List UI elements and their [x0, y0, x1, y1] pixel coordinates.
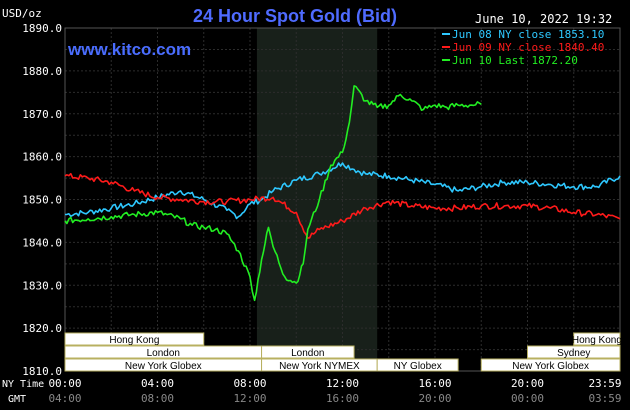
- legend-entry: Jun 08 NY close 1853.10: [452, 28, 604, 41]
- y-tick-label: 1810.0: [22, 365, 62, 378]
- series-line: [64, 172, 621, 239]
- session-label: London: [147, 348, 180, 359]
- x-tick-label-ny: 16:00: [418, 377, 451, 390]
- session-label: Sydney: [557, 348, 590, 359]
- x-tick-label-gmt: 20:00: [418, 392, 451, 405]
- x-tick-label-ny: 20:00: [511, 377, 544, 390]
- legend-entry: Jun 10 Last 1872.20: [452, 54, 578, 67]
- x-axis-label-gmt: GMT: [8, 394, 26, 405]
- y-tick-label: 1880.0: [22, 65, 62, 78]
- x-tick-label-gmt: 12:00: [233, 392, 266, 405]
- session-label: Hong Kong: [109, 335, 159, 346]
- x-tick-label-ny: 04:00: [141, 377, 174, 390]
- x-tick-label-ny: 23:59: [588, 377, 621, 390]
- x-tick-label-gmt: 03:59: [588, 392, 621, 405]
- x-tick-label-gmt: 08:00: [141, 392, 174, 405]
- x-tick-label-gmt: 00:00: [511, 392, 544, 405]
- session-label: New York Globex: [512, 361, 589, 372]
- legend-entry: Jun 09 NY close 1840.40: [452, 41, 604, 54]
- session-bar: [64, 332, 205, 346]
- y-tick-label: 1870.0: [22, 108, 62, 121]
- session-bar: [480, 358, 621, 372]
- session-bar: [376, 358, 459, 372]
- x-tick-label-ny: 08:00: [233, 377, 266, 390]
- series-line: [64, 85, 482, 302]
- x-tick-label-ny: 00:00: [48, 377, 81, 390]
- x-tick-label-gmt: 04:00: [48, 392, 81, 405]
- session-label: New York Globex: [125, 361, 202, 372]
- y-tick-label: 1820.0: [22, 322, 62, 335]
- y-tick-label: 1860.0: [22, 151, 62, 164]
- session-bar: [261, 345, 355, 359]
- y-tick-label: 1830.0: [22, 279, 62, 292]
- session-label: London: [291, 348, 324, 359]
- session-label: New York NYMEX: [279, 361, 360, 372]
- y-axis-unit: USD/oz: [2, 7, 42, 20]
- x-tick-label-gmt: 16:00: [326, 392, 359, 405]
- session-label: NY Globex: [394, 361, 442, 372]
- watermark: www.kitco.com: [67, 40, 191, 59]
- session-label: Hong Kong: [572, 335, 622, 346]
- y-tick-label: 1850.0: [22, 194, 62, 207]
- session-bar: [527, 345, 621, 359]
- y-tick-label: 1890.0: [22, 22, 62, 35]
- chart-title: 24 Hour Spot Gold (Bid): [193, 6, 397, 26]
- y-tick-label: 1840.0: [22, 236, 62, 249]
- timestamp: June 10, 2022 19:32: [475, 12, 612, 26]
- session-bar: [573, 332, 621, 346]
- x-axis-label-ny: NY Time: [2, 379, 44, 390]
- x-tick-label-ny: 12:00: [326, 377, 359, 390]
